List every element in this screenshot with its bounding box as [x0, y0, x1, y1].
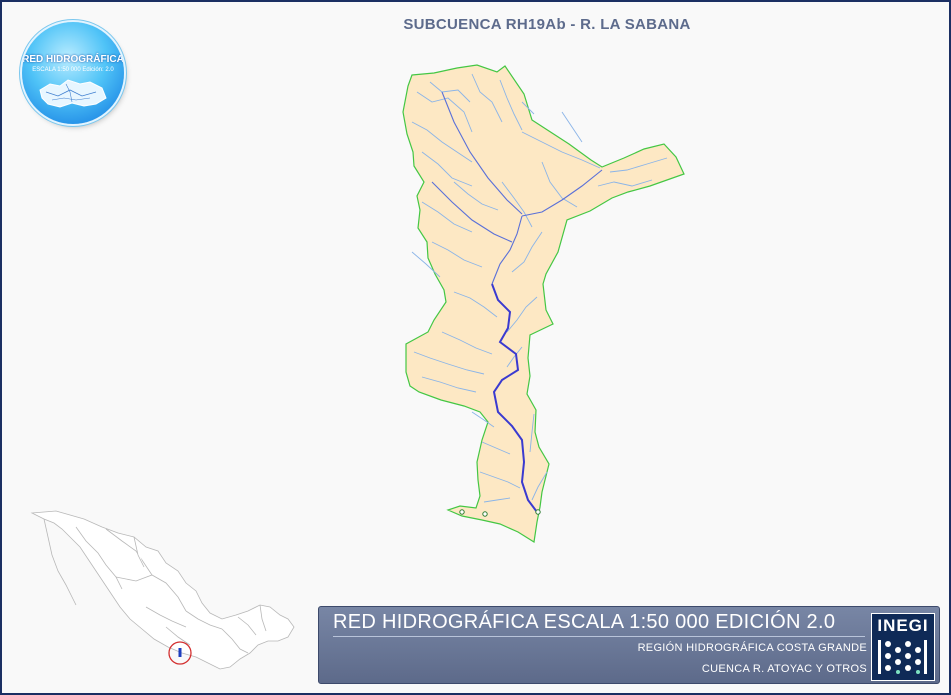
map-title: SUBCUENCA RH19Ab - R. LA SABANA	[403, 16, 691, 33]
inegi-brand: INEGI	[877, 616, 929, 635]
panel-region: REGIÓN HIDROGRÁFICA COSTA GRANDE	[637, 642, 867, 654]
panel-basin: CUENCA R. ATOYAC Y OTROS	[701, 663, 867, 675]
locator-marker	[178, 648, 182, 657]
subbasin-map	[402, 64, 685, 543]
logo-title: RED HIDROGRÁFICA	[22, 54, 124, 65]
subbasin-boundary	[402, 64, 685, 543]
red-hidrografica-logo-icon: RED HIDROGRÁFICA ESCALA 1:50 000 Edición…	[22, 22, 124, 124]
locator-circle-icon	[168, 641, 192, 665]
tributary-streams	[411, 73, 668, 503]
outlet-points	[459, 509, 541, 517]
info-panel: RED HIDROGRÁFICA ESCALA 1:50 000 EDICIÓN…	[318, 606, 940, 684]
logo-map-icon	[39, 79, 107, 108]
mexico-locator-map	[30, 510, 295, 670]
inegi-dots-icon	[878, 640, 927, 674]
logo-subtitle: ESCALA 1:50 000 Edición: 2.0	[32, 67, 114, 73]
secondary-rivers	[431, 91, 603, 285]
inegi-logo-icon: INEGI	[871, 613, 935, 681]
main-river	[491, 283, 538, 513]
panel-title: RED HIDROGRÁFICA ESCALA 1:50 000 EDICIÓN…	[333, 611, 865, 637]
